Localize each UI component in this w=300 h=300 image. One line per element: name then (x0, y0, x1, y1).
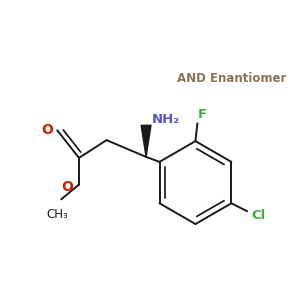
Text: O: O (61, 179, 73, 194)
Text: NH₂: NH₂ (152, 113, 180, 126)
Text: F: F (198, 108, 207, 121)
Polygon shape (141, 125, 151, 157)
Text: O: O (41, 123, 53, 137)
Text: AND Enantiomer: AND Enantiomer (177, 72, 286, 86)
Text: CH₃: CH₃ (46, 208, 68, 221)
Text: Cl: Cl (252, 208, 266, 222)
